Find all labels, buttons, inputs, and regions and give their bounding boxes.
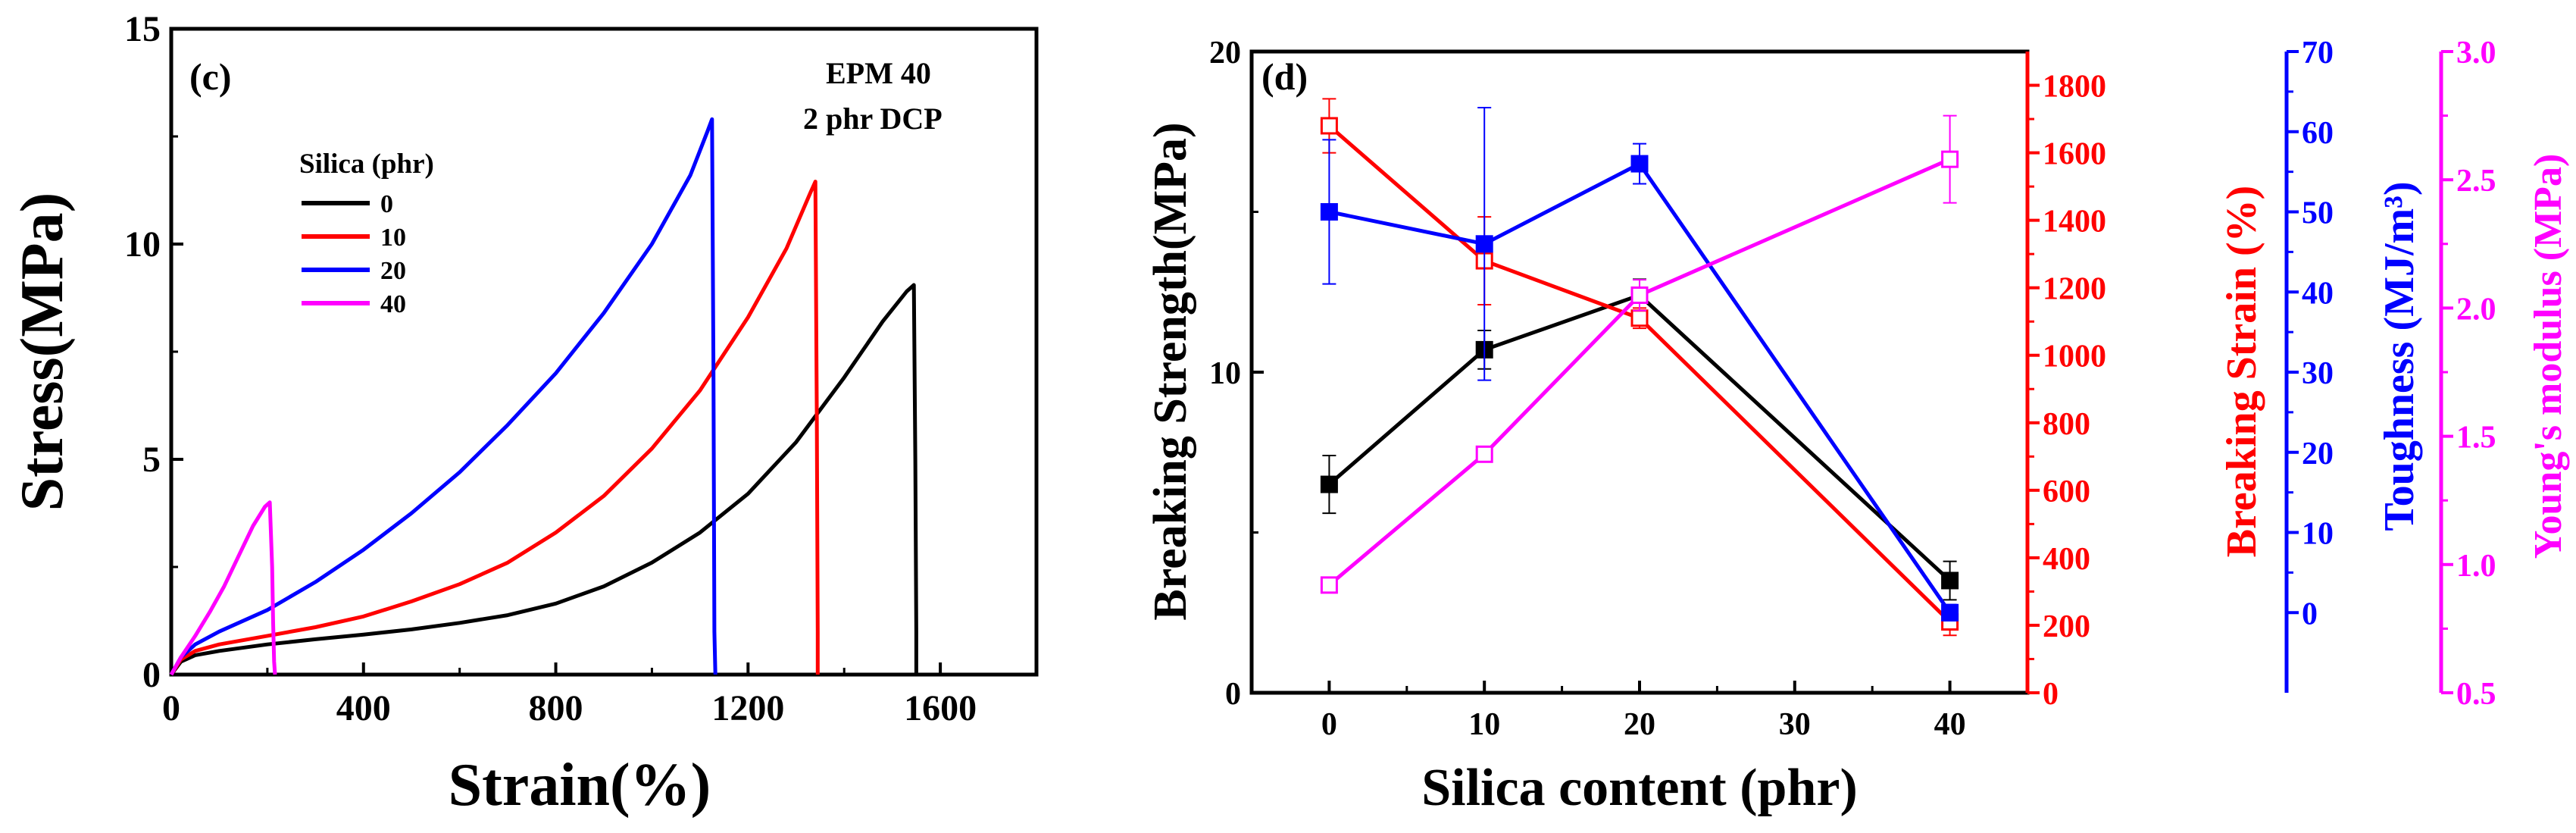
- panel-d-ylabel-strength: Breaking Strength(MPa): [1145, 122, 1196, 620]
- panel-d-strain-tick-label: 0: [2043, 677, 2059, 712]
- panel-d-modulus-tick-label: 3.0: [2456, 36, 2496, 70]
- panel-d-strain-tick-label: 1200: [2043, 272, 2106, 307]
- panel-c-xtick-label: 0: [162, 688, 180, 728]
- panel-d-series: [1320, 98, 1959, 637]
- panel-d-ylabel-modulus: Young's modulus (MPa): [2527, 154, 2570, 559]
- panel-d-data-point: [1320, 117, 1338, 135]
- panel-c-ytick-label: 10: [124, 224, 161, 265]
- panel-d-axes: 0 10 20 30 400102002004006008001000120014001…: [1209, 36, 2496, 742]
- panel-d-xlabel: Silica content (phr): [1421, 759, 1858, 817]
- panel-c-legend: 0 10 20 40: [302, 190, 406, 318]
- panel-c-xtick-label: 400: [336, 688, 391, 728]
- panel-d-toughness-tick-label: 10: [2302, 517, 2334, 552]
- panel-c-series-line-10: [169, 180, 820, 676]
- panel-d-modulus-tick-label: 2.0: [2456, 292, 2496, 327]
- panel-c-legend-label-10: 10: [380, 224, 406, 252]
- panel-c-legend-label-0: 0: [380, 190, 393, 218]
- panel-d-modulus-tick-label: 1.0: [2456, 549, 2496, 584]
- panel-c-series-line-40: [169, 500, 277, 676]
- panel-d-data-point: [1320, 576, 1338, 594]
- panel-c-legend-title: Silica (phr): [299, 149, 434, 180]
- panel-d-label: (d): [1261, 55, 1308, 98]
- panel-d-data-point: [1630, 286, 1649, 304]
- panel-d-strain-tick-label: 400: [2043, 542, 2090, 577]
- panel-c-label: (c): [189, 55, 232, 98]
- panel-c-legend-label-40: 40: [380, 290, 406, 318]
- panel-d-toughness-tick-label: 60: [2302, 116, 2334, 151]
- panel-d-ylabel-strain: Breaking Strain (%): [2218, 186, 2265, 558]
- panel-c-xtick-label: 800: [529, 688, 583, 728]
- panel-d-data-point: [1941, 572, 1959, 590]
- panel-d-strain-tick-label: 800: [2043, 407, 2090, 442]
- panel-d-strain-tick-label: 200: [2043, 609, 2090, 644]
- panel-d-toughness-tick-label: 20: [2302, 437, 2334, 471]
- panel-d-strain-tick-label: 1600: [2043, 137, 2106, 172]
- panel-d-strain-tick-label: 1000: [2043, 340, 2106, 374]
- panel-d-toughness-tick-label: 0: [2302, 597, 2318, 631]
- panel-d-xtick-label: 40: [1934, 707, 1966, 742]
- panel-d-data-point: [1320, 203, 1338, 221]
- panel-d-series-line: [1327, 157, 1951, 587]
- panel-d-strain-tick-label: 1400: [2043, 205, 2106, 240]
- panel-d-data-point: [1475, 445, 1493, 463]
- panel-d-strength-tick-label: 0: [1225, 677, 1241, 712]
- panel-d-strength-tick-label: 20: [1209, 36, 1241, 70]
- panel-c-series-line-0: [169, 283, 918, 676]
- panel-d-toughness-tick-label: 70: [2302, 36, 2334, 70]
- panel-d-ylabel-toughness: Toughness (MJ/m³): [2376, 181, 2423, 531]
- panel-d-modulus-tick-label: 1.5: [2456, 421, 2496, 456]
- panel-c-xtick-label: 1200: [711, 688, 784, 728]
- panel-c-annotation-line1: EPM 40: [826, 56, 931, 90]
- panel-c-xlabel: Strain(%): [449, 752, 711, 819]
- panel-d-strain-tick-label: 1800: [2043, 70, 2106, 105]
- panel-d-toughness-tick-label: 50: [2302, 196, 2334, 231]
- panel-d-series-line: [1327, 124, 1952, 624]
- panel-d-xtick-label: 20: [1624, 707, 1655, 742]
- panel-d-data-point: [1475, 235, 1493, 253]
- panel-c-annotation-line2: 2 phr DCP: [803, 102, 943, 136]
- panel-d-data-point: [1941, 603, 1959, 622]
- panel-d-data-point: [1630, 155, 1649, 173]
- panel-c-ytick-label: 0: [142, 655, 161, 695]
- panel-d-toughness-tick-label: 40: [2302, 276, 2334, 311]
- panel-c-series-line-20: [169, 117, 717, 676]
- panel-d-series-line: [1328, 161, 1952, 614]
- panel-d-xtick-label: 10: [1468, 707, 1500, 742]
- panel-c-series: [169, 117, 918, 676]
- panel-d-toughness-tick-label: 30: [2302, 356, 2334, 391]
- panel-c-ytick-label: 15: [124, 9, 161, 49]
- panel-d-data-point: [1630, 309, 1649, 327]
- panel-d-modulus-tick-label: 2.5: [2456, 164, 2496, 199]
- panel-c-ylabel: Stress(MPa): [9, 193, 76, 512]
- panel-c-xtick-label: 1600: [904, 688, 977, 728]
- panel-d-series-line: [1327, 293, 1952, 582]
- panel-d-xtick-label: 30: [1779, 707, 1811, 742]
- panel-d-strength-tick-label: 10: [1209, 356, 1241, 391]
- panel-d-properties: 0 10 20 30 400102002004006008001000120014001…: [1145, 36, 2570, 817]
- panel-d-modulus-tick-label: 0.5: [2456, 677, 2496, 712]
- panel-d-data-point: [1941, 150, 1959, 168]
- panel-c-ytick-label: 5: [142, 440, 161, 480]
- panel-d-data-point: [1320, 475, 1338, 493]
- panel-d-xtick-label: 0: [1321, 707, 1337, 742]
- panel-c-legend-label-20: 20: [380, 257, 406, 285]
- panel-d-strain-tick-label: 600: [2043, 474, 2090, 509]
